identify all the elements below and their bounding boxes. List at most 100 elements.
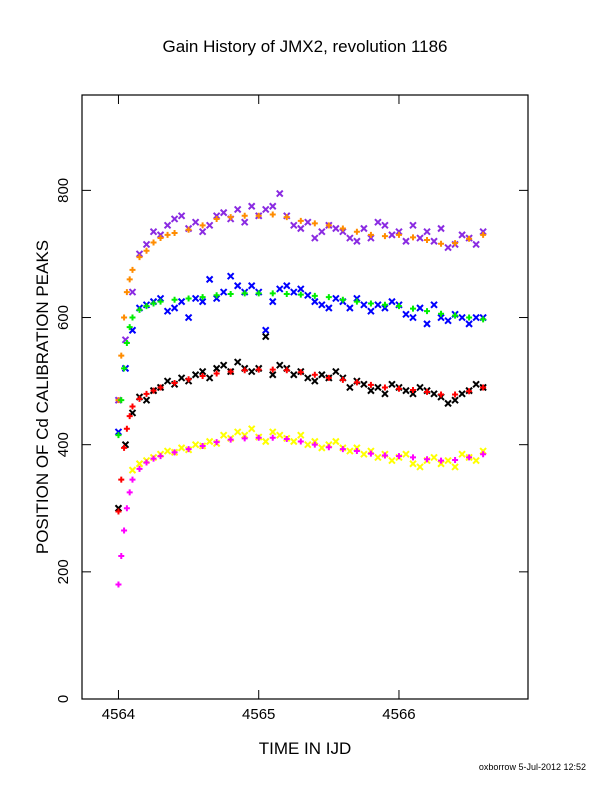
data-point [157,298,164,305]
data-point [367,234,375,242]
data-point [430,237,438,245]
x-tick-label: 4565 [242,706,275,723]
data-point [213,215,220,222]
data-point [360,224,368,233]
data-point [367,450,374,457]
data-point [304,374,312,382]
footer-credit: oxborrow 5-Jul-2012 12:52 [479,762,586,772]
data-point [423,320,431,328]
data-point [241,212,248,219]
data-point [118,476,125,483]
data-point [339,296,346,303]
series-black [114,332,487,512]
data-point [247,367,256,376]
x-axis-label: TIME IN IJD [259,739,352,758]
data-point [360,450,368,458]
data-point [325,222,332,229]
data-point [170,215,179,223]
data-point [452,240,459,247]
data-point [381,221,389,230]
data-point [332,224,340,233]
data-point [255,212,262,219]
data-point [276,189,284,198]
data-point [213,292,220,299]
data-point [395,227,403,236]
data-point [452,312,459,319]
data-point [185,446,192,453]
data-point [424,388,431,395]
data-point [402,310,410,319]
data-point [381,301,388,308]
data-point [255,290,262,297]
data-point [199,294,206,301]
data-point [452,456,459,463]
data-point [129,266,136,273]
data-point [480,384,487,391]
data-point [121,314,128,321]
data-point [276,361,284,369]
data-point [163,447,172,455]
data-point [126,489,133,496]
data-point [438,457,445,464]
data-point [472,380,480,388]
data-point [129,476,136,483]
data-point [233,205,242,214]
data-point [269,366,276,373]
data-point [185,226,192,233]
data-point [402,237,410,245]
data-point [150,387,157,394]
chart-title: Gain History of JMX2, revolution 1186 [162,37,447,56]
data-point [269,290,276,297]
data-point [311,234,319,242]
data-point [480,231,487,238]
data-point [367,386,375,395]
data-point [374,301,382,309]
data-point [311,371,318,378]
data-point [297,431,305,439]
data-point [346,447,354,455]
data-point [262,332,270,341]
data-point [227,214,234,221]
data-point [240,431,249,439]
x-tick-label: 4566 [382,706,415,723]
data-point [219,288,228,296]
data-point [213,439,220,446]
data-point [123,425,130,432]
data-point [297,369,304,376]
x-tick-label: 4564 [102,706,135,723]
data-point [142,240,151,249]
y-tick-label: 800 [55,178,72,203]
data-point [177,444,186,452]
y-tick-label: 200 [55,559,72,584]
data-point [269,211,276,218]
data-point [311,437,319,446]
data-point [381,390,389,398]
data-point [149,227,158,236]
data-point [360,301,368,309]
data-point [262,326,270,334]
data-point [118,397,125,404]
data-point [205,275,214,284]
data-point [241,367,248,374]
data-point [472,240,480,249]
data-point [353,294,361,303]
data-point [276,431,284,439]
data-point [163,307,172,315]
data-point [424,236,431,243]
data-point [332,437,340,446]
data-point [395,453,402,460]
data-point [409,460,417,468]
data-point [367,231,374,238]
data-point [388,380,396,388]
data-point [163,377,172,385]
data-point [438,391,445,398]
data-point [118,552,125,559]
data-point [444,243,452,252]
data-point [311,377,319,385]
data-point [409,387,416,394]
data-point [123,505,130,512]
data-point [353,448,360,455]
data-point [423,227,431,236]
data-point [466,235,473,242]
